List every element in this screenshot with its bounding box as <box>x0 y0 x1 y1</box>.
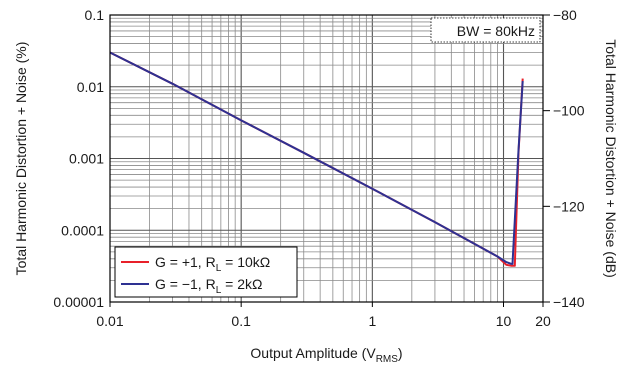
series-layer <box>109 51 524 267</box>
legend-background <box>114 246 298 298</box>
y-tick-label-left: 0.0001 <box>61 222 104 238</box>
legend-label-series-1-main: G = +1, R <box>155 254 216 270</box>
y-axis-label-right: Total Harmonic Distortion + Noise (dB) <box>603 39 619 277</box>
legend-label-series-2-sub: L <box>216 285 222 296</box>
y-tick-label-right: −80 <box>553 7 577 23</box>
y-tick-label-left: 0.001 <box>69 151 104 167</box>
legend-label-series-2: G = −1, RL = 2kΩ <box>155 276 262 296</box>
x-axis-label-end: ) <box>398 345 403 361</box>
x-axis-label-sub: RMS <box>376 354 399 365</box>
legend-label-series-2-main: G = −1, R <box>155 276 216 292</box>
y-axis-label-left: Total Harmonic Distortion + Noise (%) <box>13 42 29 276</box>
x-tick-label: 0.01 <box>96 313 123 329</box>
legend-label-series-1-end: = 10kΩ <box>221 254 270 270</box>
y-tick-label-right: −100 <box>553 103 585 119</box>
x-tick-label: 10 <box>496 313 512 329</box>
y-tick-label-right: −120 <box>553 198 585 214</box>
series-line-2 <box>109 51 524 265</box>
x-axis-label-main: Output Amplitude (V <box>250 345 376 361</box>
bandwidth-annotation: BW = 80kHz <box>457 23 535 39</box>
x-tick-label: 1 <box>368 313 376 329</box>
y-tick-label-right: −140 <box>553 294 585 310</box>
legend-label-series-2-end: = 2kΩ <box>221 276 262 292</box>
plot-frame <box>109 14 544 303</box>
grid-layer <box>110 15 543 302</box>
x-axis-label: Output Amplitude (VRMS) <box>250 345 402 365</box>
x-tick-label: 0.1 <box>231 313 251 329</box>
annotation-box: BW = 80kHz <box>430 17 541 43</box>
x-tick-label: 20 <box>535 313 551 329</box>
ticks-layer: 0.01 0.1 1 10 20 0.1 0.01 0.001 0.0001 0.00001 −80… <box>53 7 584 329</box>
legend-label-series-1-sub: L <box>216 263 222 274</box>
legend: G = +1, RL = 10kΩ G = −1, RL = 2kΩ <box>114 246 298 298</box>
legend-label-series-1: G = +1, RL = 10kΩ <box>155 254 270 274</box>
y-tick-label-left: 0.01 <box>77 79 104 95</box>
annotation-background <box>430 17 541 43</box>
y-tick-label-left: 0.1 <box>85 7 105 23</box>
y-tick-label-left: 0.00001 <box>53 294 104 310</box>
